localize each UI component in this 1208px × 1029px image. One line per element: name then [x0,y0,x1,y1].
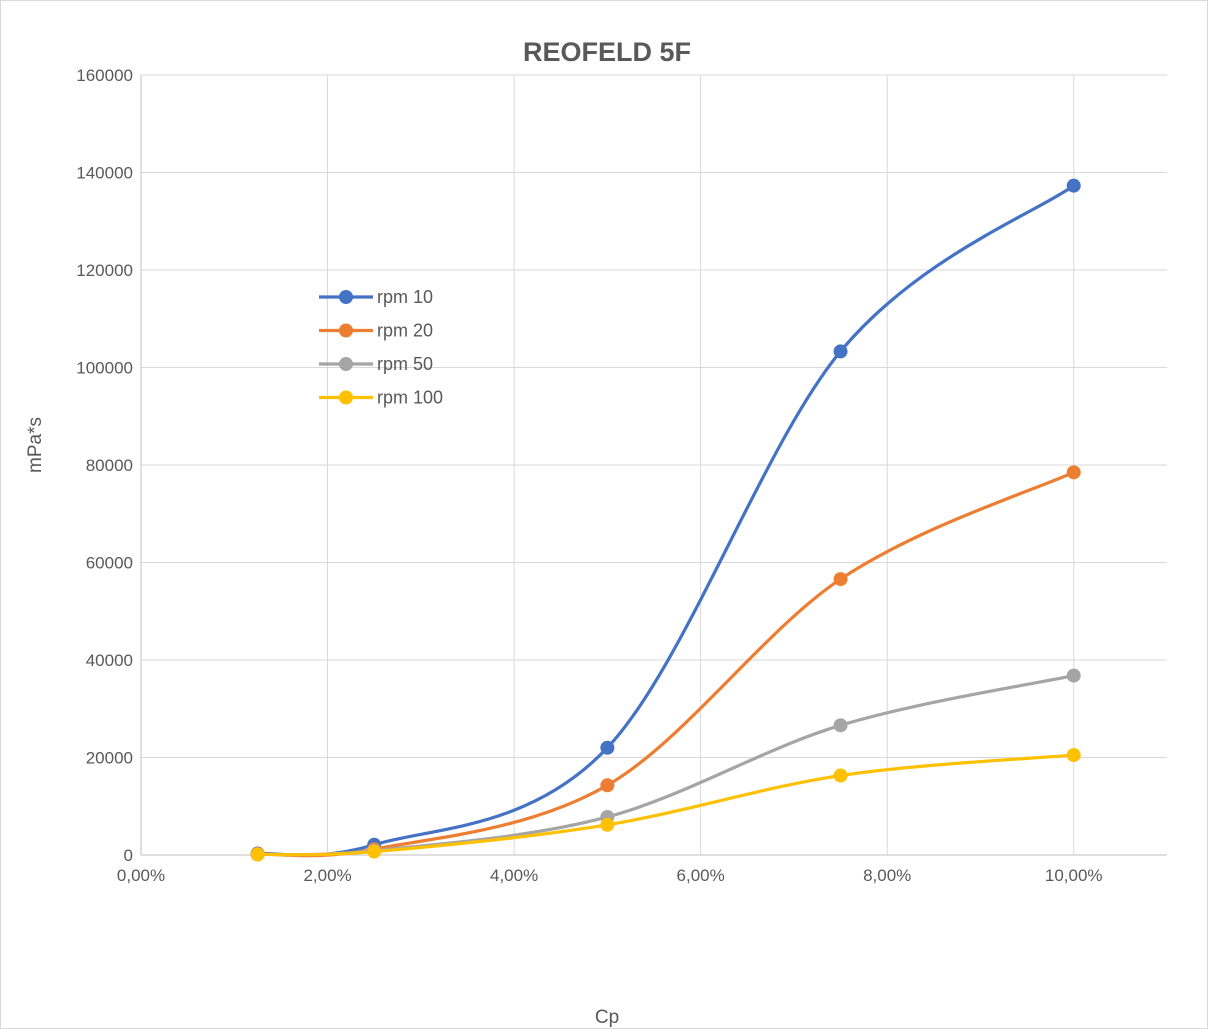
data-point [600,817,615,832]
data-point [833,718,848,733]
y-tick-label: 40000 [86,651,133,670]
gridlines [140,74,1167,855]
y-tick-label: 100000 [76,359,133,378]
data-point [1066,178,1081,193]
data-point [1066,465,1081,480]
legend-item: rpm 50 [319,354,433,374]
legend-marker [339,390,353,405]
x-axis-title: Cp [595,1007,619,1028]
legend-label: rpm 50 [377,354,433,374]
y-tick-label: 80000 [86,456,133,475]
y-tick-label: 0 [124,846,133,865]
x-tick-label: 8,00% [863,866,911,885]
legend-label: rpm 10 [377,287,433,307]
legend: rpm 10 rpm 20 rpm 50 rpm 100 [319,287,443,408]
x-tick-label: 0,00% [117,866,165,885]
x-tick-label: 10,00% [1045,866,1103,885]
legend-item: rpm 100 [319,388,443,408]
data-point [367,844,382,859]
legend-marker [339,323,353,338]
data-point [833,768,848,783]
data-point [600,740,615,755]
legend-item: rpm 10 [319,287,433,307]
x-tick-label: 6,00% [677,866,725,885]
legend-marker [339,357,353,371]
legend-label: rpm 20 [377,321,433,341]
legend-item: rpm 20 [319,321,433,341]
y-tick-label: 120000 [76,261,133,280]
data-point [600,778,615,793]
series-rpm-100 [250,748,1081,862]
data-point [833,572,848,587]
y-tick-label: 60000 [86,554,133,573]
data-point [833,344,848,359]
series-line [255,753,1076,857]
chart-title: REOFELD 5F [523,37,691,67]
tick-labels: 0 20000 40000 60000 80000 100000 120000 140000 1… [76,66,1102,885]
data-point [250,847,265,862]
x-tick-label: 4,00% [490,866,538,885]
x-tick-label: 2,00% [303,866,351,885]
data-point [1066,668,1081,683]
y-tick-label: 20000 [86,749,133,768]
series-group [250,178,1081,862]
data-point [1066,748,1081,763]
y-tick-label: 160000 [76,66,133,85]
legend-marker [339,290,353,304]
y-axis-title: mPa*s [25,417,46,473]
y-tick-label: 140000 [76,164,133,183]
legend-label: rpm 100 [377,388,443,408]
